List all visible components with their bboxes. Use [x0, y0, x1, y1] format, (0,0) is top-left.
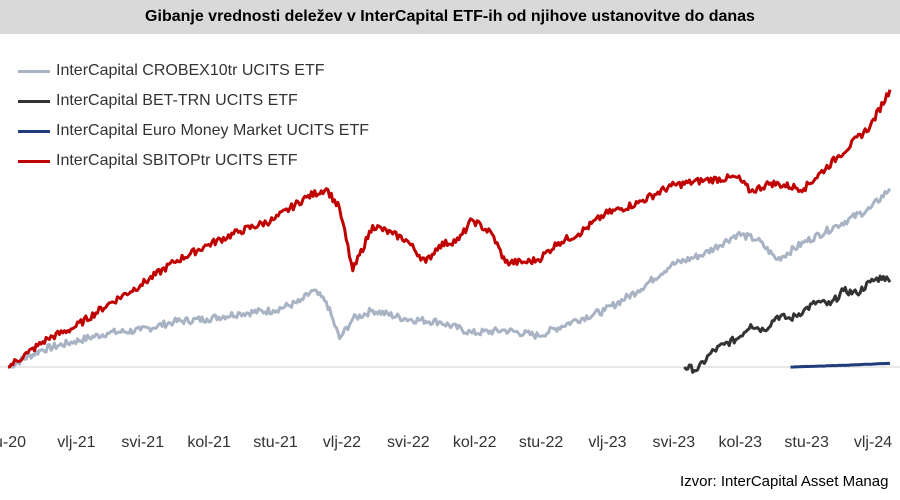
chart-title-bar: Gibanje vrednosti deležev v InterCapital… [0, 0, 900, 34]
x-tick-label: u-20 [0, 434, 26, 451]
x-tick-label: vlj-21 [57, 434, 95, 451]
chart-title: Gibanje vrednosti deležev v InterCapital… [145, 8, 755, 25]
line-chart: u-20 vlj-21 svi-21 kol-21 stu-21 vlj-22 svi-22… [0, 89, 900, 451]
x-tick-label: stu-23 [784, 434, 829, 451]
x-tick-label: kol-22 [453, 434, 497, 451]
x-tick-label: svi-22 [387, 434, 430, 451]
x-tick-label: vlj-23 [588, 434, 626, 451]
legend-label-crobex: InterCapital CROBEX10tr UCITS ETF [56, 62, 325, 79]
legend-label-bet: InterCapital BET-TRN UCITS ETF [56, 92, 298, 109]
x-tick-label: kol-23 [718, 434, 762, 451]
legend-swatch-sbitop [18, 159, 50, 163]
x-tick-label: svi-21 [121, 434, 164, 451]
x-tick-label: vlj-24 [854, 434, 892, 451]
chart-area: u-20 vlj-21 svi-21 kol-21 stu-21 vlj-22 svi-22… [0, 34, 900, 500]
x-tick-label: stu-22 [519, 434, 564, 451]
series-line-1 [683, 274, 892, 374]
legend-item-sbitop: InterCapital SBITOPtr UCITS ETF [18, 146, 369, 176]
series-line-0 [7, 187, 892, 369]
legend-swatch-money-market [18, 129, 50, 133]
legend-swatch-bet [18, 99, 50, 103]
x-tick-label: svi-23 [653, 434, 696, 451]
series-line-2 [790, 361, 891, 369]
x-tick-label: kol-21 [187, 434, 231, 451]
x-tick-label: stu-21 [253, 434, 298, 451]
legend-item-crobex: InterCapital CROBEX10tr UCITS ETF [18, 56, 369, 86]
source-note: Izvor: InterCapital Asset Manag [680, 473, 889, 490]
series-line-3 [8, 89, 892, 369]
legend-label-money-market: InterCapital Euro Money Market UCITS ETF [56, 122, 369, 139]
legend-item-bet: InterCapital BET-TRN UCITS ETF [18, 86, 369, 116]
x-tick-label: vlj-22 [323, 434, 361, 451]
legend-item-money-market: InterCapital Euro Money Market UCITS ETF [18, 116, 369, 146]
legend-label-sbitop: InterCapital SBITOPtr UCITS ETF [56, 152, 298, 169]
legend: InterCapital CROBEX10tr UCITS ETF InterC… [18, 56, 369, 176]
legend-swatch-crobex [18, 69, 50, 73]
